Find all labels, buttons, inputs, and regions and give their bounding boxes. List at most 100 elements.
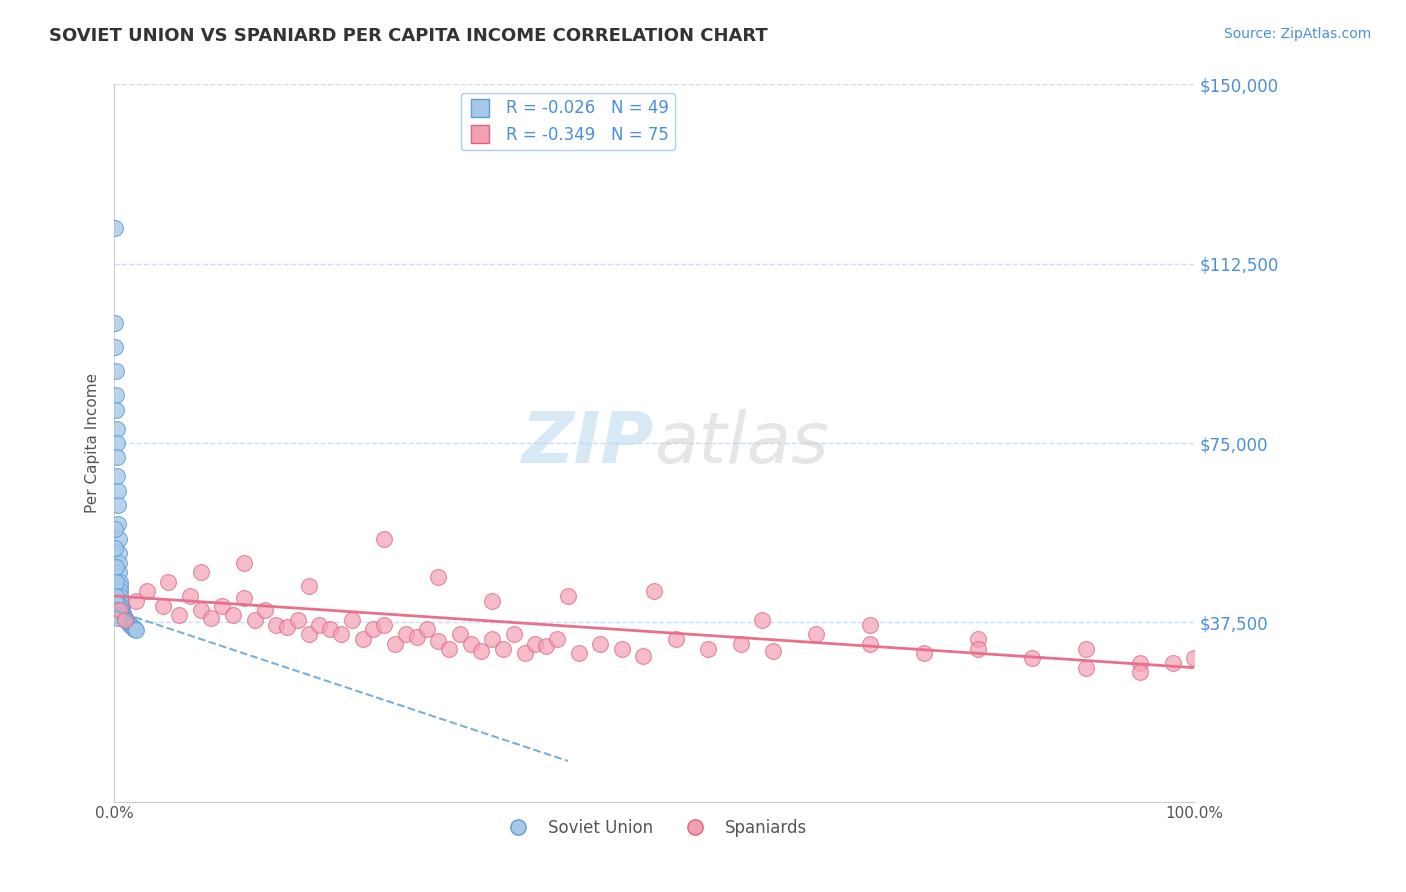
Point (104, 522, 127, 536)
Point (751, 613, 773, 627)
Point (232, 556, 254, 570)
Point (108, 574, 131, 589)
Point (319, 623, 342, 637)
Point (470, 644, 492, 658)
Point (967, 632, 990, 646)
Point (112, 608, 135, 623)
Point (513, 646, 536, 660)
Point (1021, 651, 1043, 665)
Point (121, 618, 143, 632)
Point (190, 603, 212, 617)
Point (449, 627, 471, 641)
Point (157, 574, 180, 589)
Point (108, 579, 131, 593)
Point (110, 589, 132, 603)
Point (115, 614, 138, 628)
Point (264, 617, 287, 632)
Point (1076, 661, 1098, 675)
Y-axis label: Per Capita Income: Per Capita Income (86, 373, 100, 513)
Point (912, 646, 935, 660)
Point (297, 627, 319, 641)
Point (437, 641, 460, 656)
Point (108, 584, 131, 599)
Point (534, 639, 557, 653)
Point (200, 610, 222, 624)
Point (107, 546, 129, 560)
Point (108, 603, 131, 617)
Point (111, 606, 134, 620)
Point (179, 589, 201, 603)
Text: Source: ZipAtlas.com: Source: ZipAtlas.com (1223, 27, 1371, 41)
Point (107, 517, 129, 532)
Point (373, 532, 395, 546)
Point (1076, 641, 1098, 656)
Point (859, 617, 882, 632)
Point (114, 610, 136, 624)
Point (114, 613, 136, 627)
Text: atlas: atlas (654, 409, 830, 477)
Point (121, 620, 143, 634)
Point (135, 584, 157, 599)
Point (1129, 656, 1152, 670)
Point (211, 599, 233, 613)
Point (762, 644, 785, 658)
Point (107, 608, 129, 623)
Legend: Soviet Union, Spaniards: Soviet Union, Spaniards (495, 812, 814, 844)
Point (108, 556, 131, 570)
Point (665, 632, 688, 646)
Point (643, 584, 665, 599)
Point (557, 589, 579, 603)
Point (120, 617, 142, 632)
Point (546, 632, 568, 646)
Point (104, 317, 127, 331)
Point (1161, 656, 1184, 670)
Point (481, 632, 503, 646)
Point (222, 608, 245, 623)
Point (104, 541, 127, 556)
Point (697, 641, 720, 656)
Point (108, 565, 131, 579)
Point (1182, 651, 1205, 665)
Point (297, 579, 319, 593)
Point (105, 596, 128, 610)
Point (107, 483, 129, 498)
Point (254, 603, 277, 617)
Point (105, 402, 128, 417)
Point (107, 469, 129, 483)
Point (492, 641, 515, 656)
Point (104, 340, 127, 354)
Point (589, 637, 612, 651)
Point (427, 570, 450, 584)
Point (243, 613, 266, 627)
Point (124, 623, 146, 637)
Point (118, 616, 141, 631)
Point (125, 624, 148, 638)
Point (308, 617, 330, 632)
Point (105, 603, 128, 617)
Point (111, 603, 134, 617)
Point (427, 634, 450, 648)
Point (330, 627, 353, 641)
Point (730, 637, 752, 651)
Point (340, 613, 363, 627)
Point (568, 646, 591, 660)
Point (104, 364, 127, 378)
Point (111, 601, 134, 615)
Point (107, 498, 129, 512)
Point (152, 599, 174, 613)
Point (232, 591, 254, 606)
Point (502, 627, 524, 641)
Point (105, 589, 128, 603)
Point (114, 612, 136, 626)
Point (481, 594, 503, 608)
Point (105, 388, 128, 402)
Point (633, 648, 655, 663)
Point (1129, 665, 1152, 680)
Point (352, 632, 374, 646)
Point (107, 610, 129, 624)
Point (167, 608, 190, 623)
Point (110, 594, 132, 608)
Point (104, 560, 127, 574)
Point (395, 627, 418, 641)
Point (105, 450, 128, 465)
